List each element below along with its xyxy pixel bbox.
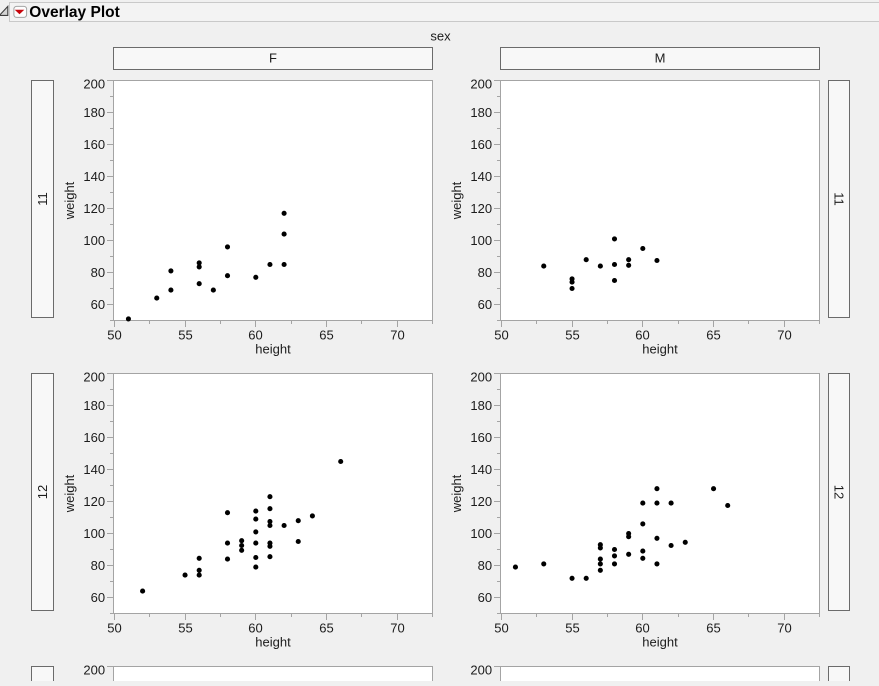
svg-text:200: 200 [470, 76, 492, 91]
svg-text:100: 100 [83, 233, 105, 248]
svg-text:weight: weight [62, 181, 77, 220]
svg-text:60: 60 [635, 328, 649, 343]
svg-text:200: 200 [83, 369, 105, 384]
svg-text:70: 70 [777, 621, 791, 636]
svg-text:160: 160 [83, 430, 105, 445]
svg-text:height: height [255, 635, 291, 650]
svg-text:200: 200 [83, 662, 105, 677]
svg-text:100: 100 [470, 233, 492, 248]
svg-text:120: 120 [470, 201, 492, 216]
svg-text:180: 180 [83, 398, 105, 413]
svg-text:F: F [269, 51, 277, 66]
svg-text:60: 60 [478, 297, 492, 312]
svg-text:60: 60 [478, 590, 492, 605]
svg-text:80: 80 [91, 265, 105, 280]
svg-text:50: 50 [494, 328, 508, 343]
svg-text:weight: weight [62, 474, 77, 513]
svg-text:55: 55 [565, 621, 579, 636]
svg-text:180: 180 [470, 105, 492, 120]
svg-text:70: 70 [777, 328, 791, 343]
svg-text:50: 50 [494, 621, 508, 636]
svg-text:60: 60 [91, 590, 105, 605]
svg-text:Overlay Plot: Overlay Plot [29, 4, 119, 21]
svg-text:200: 200 [470, 369, 492, 384]
svg-text:12: 12 [831, 485, 846, 499]
svg-text:60: 60 [635, 621, 649, 636]
svg-text:200: 200 [83, 76, 105, 91]
svg-text:11: 11 [35, 192, 50, 206]
svg-text:height: height [255, 342, 291, 357]
svg-text:50: 50 [107, 621, 121, 636]
svg-text:60: 60 [248, 621, 262, 636]
svg-text:80: 80 [91, 558, 105, 573]
svg-text:140: 140 [470, 169, 492, 184]
svg-text:160: 160 [470, 137, 492, 152]
svg-text:60: 60 [91, 297, 105, 312]
svg-text:55: 55 [178, 621, 192, 636]
svg-text:55: 55 [178, 328, 192, 343]
svg-text:65: 65 [706, 328, 720, 343]
svg-text:120: 120 [83, 201, 105, 216]
svg-text:200: 200 [470, 662, 492, 677]
svg-text:65: 65 [319, 621, 333, 636]
svg-text:11: 11 [831, 192, 846, 206]
svg-text:140: 140 [83, 169, 105, 184]
svg-text:100: 100 [470, 526, 492, 541]
svg-text:180: 180 [83, 105, 105, 120]
svg-text:140: 140 [470, 462, 492, 477]
svg-text:100: 100 [83, 526, 105, 541]
svg-text:160: 160 [470, 430, 492, 445]
svg-text:weight: weight [449, 181, 464, 220]
svg-text:height: height [642, 635, 678, 650]
svg-text:65: 65 [319, 328, 333, 343]
svg-text:80: 80 [478, 265, 492, 280]
svg-text:12: 12 [35, 485, 50, 499]
svg-text:70: 70 [390, 328, 404, 343]
svg-text:height: height [642, 342, 678, 357]
svg-text:50: 50 [107, 328, 121, 343]
svg-text:65: 65 [706, 621, 720, 636]
svg-text:sex: sex [430, 28, 451, 43]
svg-text:140: 140 [83, 462, 105, 477]
svg-text:weight: weight [449, 474, 464, 513]
svg-text:120: 120 [83, 494, 105, 509]
svg-text:55: 55 [565, 328, 579, 343]
svg-text:70: 70 [390, 621, 404, 636]
svg-text:160: 160 [83, 137, 105, 152]
svg-text:M: M [655, 51, 666, 66]
svg-text:60: 60 [248, 328, 262, 343]
svg-text:180: 180 [470, 398, 492, 413]
svg-text:120: 120 [470, 494, 492, 509]
svg-text:80: 80 [478, 558, 492, 573]
